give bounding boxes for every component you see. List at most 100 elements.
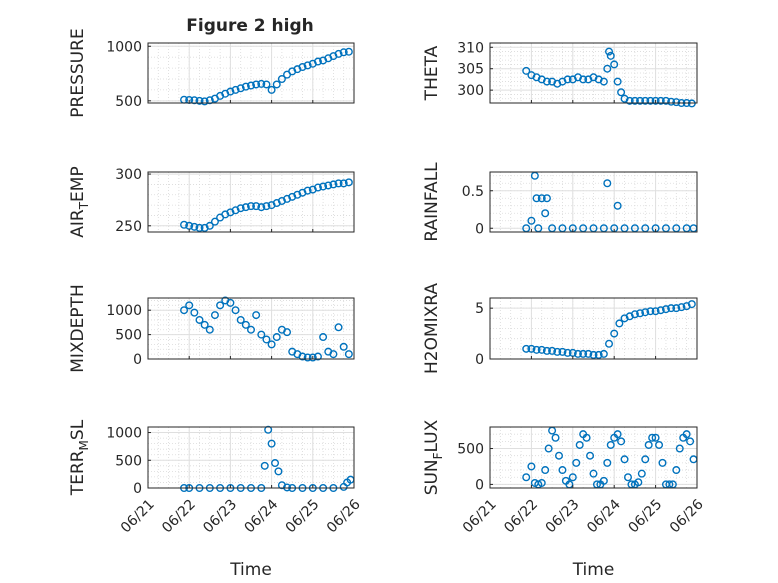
series-markers [180,296,353,362]
axes-box [147,297,355,360]
data-point [252,311,261,320]
data-point [617,437,626,446]
data-point [672,98,681,107]
y-tick-label: 310 [457,40,484,56]
subplot-4: 0 0.5 RAINFALL [422,162,698,242]
y-tick-label: 0 [133,352,142,368]
data-point [605,47,614,56]
data-point [257,203,266,212]
data-point [231,85,240,94]
y-tick-label: 500 [115,453,142,469]
data-point [594,350,603,359]
data-point [537,194,546,203]
data-point [610,329,619,338]
data-point [241,320,250,329]
y-tick-label: 1000 [106,303,142,319]
data-point [272,333,281,342]
data-point [620,455,629,464]
axes-box [489,42,698,104]
data-point [262,202,271,211]
data-point [298,352,307,361]
data-point [568,473,577,482]
data-point [205,221,214,230]
data-point [586,451,595,460]
data-point [334,179,343,188]
x-axis-label: Time [229,560,272,580]
subplot-5: 0 500 1000 MIXDEPTH [68,284,355,373]
data-point [658,458,667,467]
data-point [527,462,536,471]
axes-box [489,426,698,489]
data-point [236,84,245,93]
data-point [226,87,235,96]
data-point [615,319,624,328]
data-point [344,178,353,187]
data-point [236,315,245,324]
data-point [599,77,608,86]
data-point [687,300,696,309]
data-point [573,349,582,358]
data-point [262,80,271,89]
data-point [634,478,643,487]
y-axis-label: THETA [422,45,442,101]
y-tick-label: 5 [475,301,484,317]
data-point [630,96,639,105]
y-tick-label: 0.5 [462,184,484,200]
data-point [267,439,276,448]
data-point [257,330,266,339]
data-point [195,315,204,324]
y-axis-label: TERRMSL [68,419,91,496]
data-point [298,63,307,72]
data-point [334,323,343,332]
data-point [344,47,353,56]
data-point [308,353,317,362]
y-tick-label: 500 [115,328,142,344]
data-point [205,96,214,105]
data-point [313,352,322,361]
y-tick-label: 0 [475,221,484,237]
y-axis-label: RAINFALL [422,162,442,242]
series-markers [180,178,353,232]
data-point [644,440,653,449]
data-point [542,346,551,355]
data-point [599,476,608,485]
data-point [200,320,209,329]
data-point [636,309,645,318]
data-point [274,467,283,476]
data-point [603,458,612,467]
axes-box [147,42,355,104]
data-point [613,430,622,439]
data-point [226,298,235,307]
data-point [606,51,615,60]
data-point [246,325,255,334]
data-point [329,350,338,359]
y-tick-label: 0 [133,481,142,497]
data-point [542,194,551,203]
data-point [272,80,281,89]
axes-box [147,426,355,489]
data-point [180,306,189,315]
subplot-2: 300 305 310 THETA [422,40,698,108]
data-point [339,179,348,188]
data-point [339,48,348,57]
data-point [319,182,328,191]
data-point [532,194,541,203]
data-point [313,183,322,192]
data-point [672,304,681,313]
data-point [190,96,199,105]
data-point [344,350,353,359]
data-point [277,74,286,83]
data-point [262,335,271,344]
data-point [599,349,608,358]
y-tick-label: 500 [457,442,484,458]
data-point [303,186,312,195]
data-point [553,347,562,356]
data-point [260,461,269,470]
data-point [271,459,280,468]
data-point [548,346,557,355]
data-point [613,77,622,86]
data-point [267,85,276,94]
data-point [180,220,189,229]
data-point [656,306,665,315]
